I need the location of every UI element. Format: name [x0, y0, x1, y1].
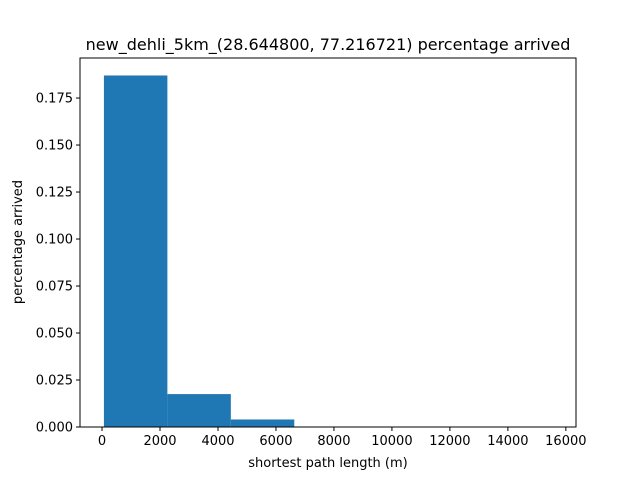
y-tick-label: 0.050 [36, 327, 73, 342]
y-axis-label: percentage arrived [11, 180, 26, 304]
x-axis-ticks: 0 2000 4000 6000 8000 10000 12000 14000 16000 [98, 427, 587, 449]
y-tick-label: 0.025 [36, 374, 73, 389]
y-tick-label: 0.000 [36, 421, 73, 436]
y-tick-label: 0.125 [36, 186, 73, 201]
x-tick-label: 14000 [487, 434, 528, 449]
y-tick-label: 0.175 [36, 92, 73, 107]
y-tick-label: 0.100 [36, 233, 73, 248]
x-tick-label: 16000 [545, 434, 586, 449]
chart-title: new_dehli_5km_(28.644800, 77.216721) per… [86, 35, 571, 55]
x-tick-label: 6000 [259, 434, 292, 449]
x-tick-label: 12000 [429, 434, 470, 449]
histogram-bar-1 [103, 75, 168, 427]
x-tick-label: 2000 [143, 434, 176, 449]
histogram-bar-3 [230, 419, 295, 427]
x-tick-label: 8000 [317, 434, 350, 449]
plot-area-frame [79, 57, 577, 428]
y-axis-ticks: 0.000 0.025 0.050 0.075 0.100 0.125 0.150 0.175 [36, 92, 80, 436]
bars-layer [103, 75, 295, 427]
x-tick-label: 0 [98, 434, 106, 449]
x-axis-label: shortest path length (m) [248, 456, 407, 471]
y-tick-label: 0.150 [36, 139, 73, 154]
y-tick-label: 0.075 [36, 280, 73, 295]
histogram-bar-2 [167, 394, 231, 427]
x-tick-label: 4000 [201, 434, 234, 449]
x-tick-label: 10000 [371, 434, 412, 449]
